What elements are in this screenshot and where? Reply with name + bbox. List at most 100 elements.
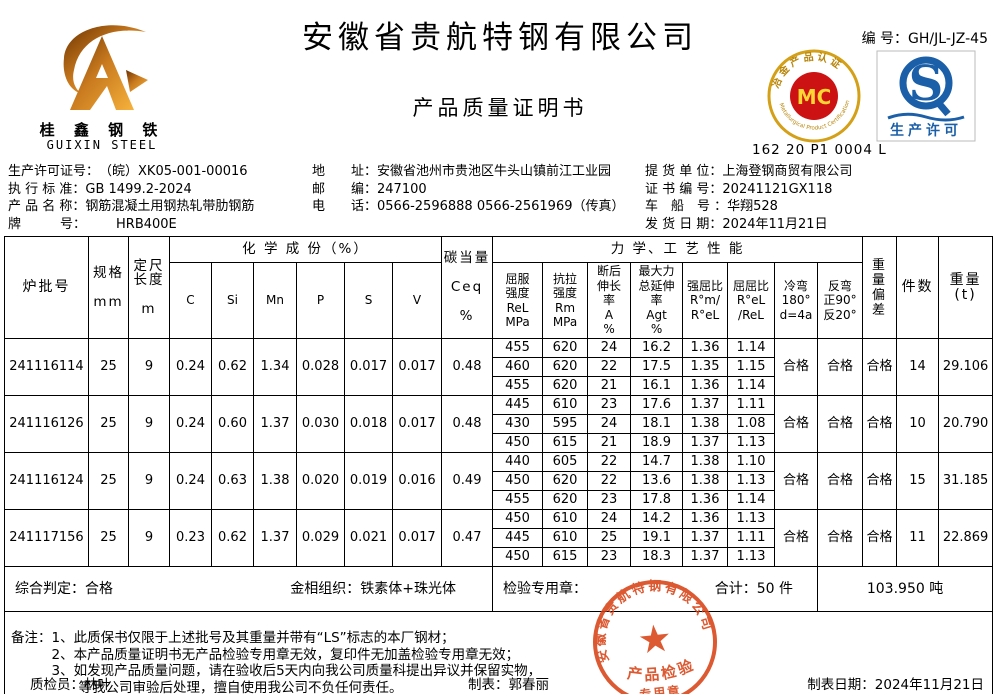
- info-line-vehicle: 车 船 号 ：华翔528: [645, 198, 852, 216]
- table-cell: 0.021: [344, 509, 393, 567]
- table-cell: 0.028: [296, 338, 345, 396]
- info-value: （皖）XK05-001-00016: [99, 164, 248, 179]
- table-cell: 0.48: [441, 338, 494, 396]
- note-line: 等我公司审验后处理，擅自使用我公司不负任何责任。: [78, 679, 403, 694]
- metallographic-structure: 金相组织：铁素体+珠光体: [290, 580, 457, 597]
- table-cell: 1.14: [727, 338, 776, 358]
- table-cell: 合格: [817, 338, 864, 396]
- table-cell: 9: [128, 509, 170, 567]
- th-chem-si: Si: [211, 262, 254, 339]
- table-cell: 19.1: [630, 528, 684, 548]
- th-agt: 最大力 总延伸 率 Agt %: [630, 262, 684, 339]
- info-label: 提 货 单 位：: [645, 164, 723, 179]
- table-cell: 合格: [862, 509, 898, 567]
- table-cell: 合格: [774, 452, 819, 510]
- table-cell: 0.47: [441, 509, 494, 567]
- table-cell: 13.6: [630, 471, 684, 491]
- table-cell: 1.14: [727, 376, 776, 396]
- info-line-product-name: 产 品 名 称：钢筋混凝土用钢热轧带肋钢筋: [8, 198, 254, 216]
- table-cell: 1.13: [727, 433, 776, 453]
- table-cell: 450: [492, 547, 544, 567]
- table-cell: 11: [896, 509, 940, 567]
- table-cell: 1.37: [682, 528, 729, 548]
- table-cell: 29.106: [938, 338, 994, 396]
- table-cell: 241117156: [4, 509, 89, 567]
- info-label: 产 品 名 称：: [8, 199, 86, 214]
- table-cell: 25: [88, 395, 129, 453]
- table-cell: 0.24: [169, 452, 212, 510]
- table-cell: 620: [542, 490, 589, 510]
- guixin-logo-icon: [63, 25, 148, 110]
- info-value: 0566-2596888 0566-2561969（传真）: [377, 199, 625, 214]
- info-value: 上海登钢商贸有限公司: [722, 164, 853, 179]
- info-line-cert-number: 证 书 编 号：20241121GX118: [645, 181, 852, 199]
- table-maker: 制表：郭春丽: [468, 677, 549, 693]
- table-cell: 31.185: [938, 452, 994, 510]
- table-row: 450 620 22 13.6 1.38 1.13: [5, 471, 993, 491]
- table-cell: 0.62: [211, 509, 254, 567]
- info-line-standard: 执 行 标 准：GB 1499.2-2024: [8, 181, 254, 199]
- info-column-middle: 地 址：安徽省池州市贵池区牛头山镇前江工业园 邮 编：247100 电 话：05…: [312, 163, 625, 216]
- total-pieces: 合计：50 件: [714, 580, 794, 597]
- footer: 质检员：林叶 制表：郭春丽 制表日期：2024年11月21日: [0, 670, 996, 694]
- table-cell: 22.869: [938, 509, 994, 567]
- table-cell: 22: [587, 452, 632, 472]
- table-cell: 24: [587, 414, 632, 434]
- table-cell: 9: [128, 338, 170, 396]
- table-cell: 0.60: [211, 395, 254, 453]
- table-cell: 445: [492, 528, 544, 548]
- th-chem-s: S: [344, 262, 393, 339]
- table-cell: 23: [587, 395, 632, 415]
- table-cell: 0.49: [441, 452, 494, 510]
- th-chem-p: P: [296, 262, 345, 339]
- summary-left-cell: 综合判定：合格 金相组织：铁素体+珠光体: [3, 566, 494, 612]
- inspection-stamp-label: 检验专用章：: [503, 580, 588, 597]
- table-cell: 25: [587, 528, 632, 548]
- table-cell: 0.24: [169, 338, 212, 396]
- table-cell: 595: [542, 414, 589, 434]
- table-cell: 合格: [774, 395, 819, 453]
- table-cell: 1.11: [727, 528, 776, 548]
- table-cell: 17.6: [630, 395, 684, 415]
- table-cell: 1.13: [727, 471, 776, 491]
- table-cell: 1.13: [727, 509, 776, 529]
- table-cell: 23: [587, 490, 632, 510]
- info-line-consignee: 提 货 单 位：上海登钢商贸有限公司: [645, 163, 852, 181]
- table-cell: 1.34: [253, 338, 297, 396]
- info-label: 地 址：: [312, 164, 378, 179]
- table-cell: 1.36: [682, 376, 729, 396]
- th-elongation: 断后 伸长 率 A %: [587, 262, 632, 339]
- th-reverse-bend: 反弯 正90° 反20°: [817, 262, 864, 339]
- qs-license-badge: S 生产许可: [876, 50, 976, 146]
- th-ratio2: 屈屈比 R°eL /ReL: [727, 262, 776, 339]
- table-row: 455 620 23 17.8 1.36 1.14: [5, 490, 993, 510]
- table-cell: 0.63: [211, 452, 254, 510]
- notes-cell: 备注： 1、此质保书仅限于上述批号及其重量并带有“LS”标志的本厂钢材； 2、本…: [3, 610, 994, 694]
- table-cell: 620: [542, 376, 589, 396]
- th-weight: 重量 (t): [938, 236, 994, 339]
- table-cell: 18.9: [630, 433, 684, 453]
- info-value: 247100: [377, 181, 427, 197]
- table-cell: 合格: [817, 395, 864, 453]
- table-cell: 620: [542, 471, 589, 491]
- table-cell: 455: [492, 376, 544, 396]
- info-value: HRB400E: [116, 216, 177, 232]
- table-cell: 17.8: [630, 490, 684, 510]
- table-cell: 0.24: [169, 395, 212, 453]
- table-cell: 450: [492, 471, 544, 491]
- table-cell: 455: [492, 338, 544, 358]
- info-line-ship-date: 发 货 日 期：2024年11月21日: [645, 216, 852, 234]
- info-label: 牌 号：: [8, 216, 87, 232]
- th-ceq: 碳当量 Ceq %: [441, 236, 494, 339]
- info-label: 执 行 标 准：: [8, 181, 86, 197]
- logo-en-text: GUIXIN STEEL: [46, 138, 158, 152]
- note-line: 1、此质保书仅限于上述批号及其重量并带有“LS”标志的本厂钢材；: [51, 630, 455, 646]
- table-cell: 22: [587, 357, 632, 377]
- table-cell: 17.5: [630, 357, 684, 377]
- table-cell: 1.37: [682, 395, 729, 415]
- info-value: 安徽省池州市贵池区牛头山镇前江工业园: [377, 164, 612, 179]
- table-cell: 610: [542, 509, 589, 529]
- th-rel: 屈服 强度 ReL MPa: [492, 262, 544, 339]
- table-cell: 0.029: [296, 509, 345, 567]
